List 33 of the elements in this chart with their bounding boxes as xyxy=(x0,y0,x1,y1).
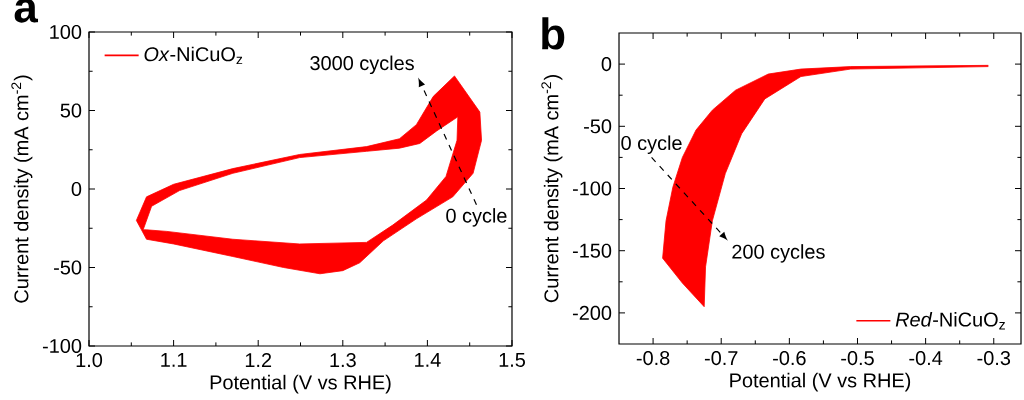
annotation: 0 cycle xyxy=(621,135,682,154)
x-tick-label: -0.8 xyxy=(636,351,670,366)
x-axis-title: Potential (V vs RHE) xyxy=(210,374,391,394)
x-tick-label: -0.6 xyxy=(773,351,806,366)
x-tick-label: 1.2 xyxy=(245,353,272,367)
y-tick-label: 50 xyxy=(60,103,82,118)
y-tick-label: -150 xyxy=(572,243,612,258)
annotation: 3000 cycles xyxy=(310,55,414,75)
legend-label: Red-NiCuO$_{z}$ xyxy=(895,311,1005,330)
y-axis-title: Current density (mA cm$^{-2}$) xyxy=(11,75,33,303)
x-tick-label: -0.4 xyxy=(909,351,943,366)
annotation: 0 cycle xyxy=(446,208,507,227)
x-tick-label: 1.5 xyxy=(499,353,526,367)
x-tick-label: 1.3 xyxy=(330,353,356,368)
y-tick-label: -100 xyxy=(42,338,82,354)
y-axis-title: Current density (mA cm$^{-2}$) xyxy=(541,75,563,303)
y-tick-label: 0 xyxy=(601,57,612,72)
x-tick-label: 1.4 xyxy=(415,353,441,367)
x-tick-label: 1.1 xyxy=(161,353,187,367)
y-tick-label: -50 xyxy=(584,119,612,134)
y-tick-label: 100 xyxy=(50,24,82,40)
annotation: 200 cycles xyxy=(732,244,825,263)
x-axis-title: Potential (V vs RHE) xyxy=(730,372,911,392)
legend-label: Ox-NiCuO$_{z}$ xyxy=(144,46,243,65)
y-tick-label: -100 xyxy=(572,181,612,196)
chart-title: b xyxy=(542,17,565,50)
y-tick-label: 0 xyxy=(71,181,82,197)
x-tick-label: -0.3 xyxy=(977,351,1011,366)
y-tick-label: -200 xyxy=(572,305,612,320)
x-tick-label: 1.0 xyxy=(76,353,103,368)
y-tick-label: -50 xyxy=(54,260,82,275)
x-tick-label: -0.7 xyxy=(704,351,738,366)
x-tick-label: -0.5 xyxy=(841,351,874,366)
